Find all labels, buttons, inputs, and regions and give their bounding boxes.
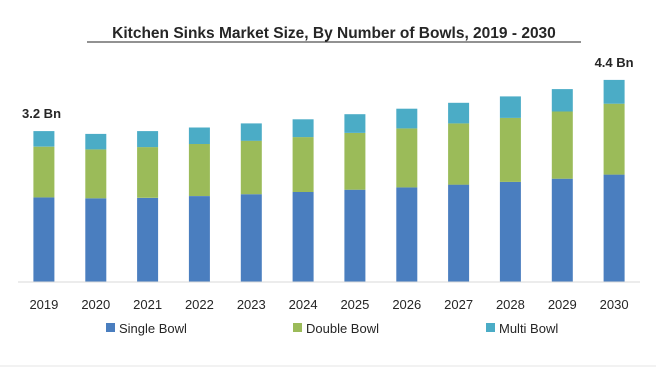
bar-single-bowl-2026 <box>396 187 418 282</box>
bar-single-bowl-2025 <box>344 189 366 282</box>
x-tick-label: 2024 <box>289 297 318 312</box>
bar-single-bowl-2030 <box>603 174 625 282</box>
x-tick-label: 2026 <box>392 297 421 312</box>
bar-single-bowl-2029 <box>551 178 573 282</box>
bar-double-bowl-2020 <box>85 149 107 199</box>
x-tick-label: 2021 <box>133 297 162 312</box>
bar-single-bowl-2021 <box>137 197 159 282</box>
x-tick-labels: 2019 2020 2021 2022 2023 2024 2025 2026 2027 2028… <box>29 297 628 312</box>
bar-multi-bowl-2024 <box>292 119 314 138</box>
x-tick-label: 2027 <box>444 297 473 312</box>
bar-single-bowl-2023 <box>240 194 262 282</box>
bar-double-bowl-2023 <box>240 140 262 195</box>
bar-multi-bowl-2030 <box>603 79 625 104</box>
bar-multi-bowl-2025 <box>344 114 366 133</box>
x-tick-label: 2023 <box>237 297 266 312</box>
bar-multi-bowl-2020 <box>85 133 107 150</box>
bar-single-bowl-2020 <box>85 198 107 282</box>
x-tick-label: 2025 <box>340 297 369 312</box>
legend-swatch-single-bowl <box>106 323 115 332</box>
bar-single-bowl-2027 <box>448 184 470 282</box>
chart-title: Kitchen Sinks Market Size, By Number of … <box>112 25 556 42</box>
bar-double-bowl-2027 <box>448 123 470 185</box>
legend: Single Bowl Double Bowl Multi Bowl <box>106 321 558 336</box>
bar-multi-bowl-2028 <box>499 96 521 118</box>
bar-single-bowl-2022 <box>188 196 210 282</box>
x-tick-label: 2029 <box>548 297 577 312</box>
x-tick-label: 2022 <box>185 297 214 312</box>
x-tick-label: 2020 <box>81 297 110 312</box>
bar-double-bowl-2021 <box>137 147 159 198</box>
legend-label-double-bowl: Double Bowl <box>306 321 379 336</box>
bar-double-bowl-2019 <box>33 146 55 198</box>
legend-swatch-double-bowl <box>293 323 302 332</box>
bar-multi-bowl-2021 <box>137 131 159 148</box>
x-tick-label: 2019 <box>29 297 58 312</box>
bar-multi-bowl-2019 <box>33 131 55 147</box>
bar-double-bowl-2028 <box>499 117 521 182</box>
legend-label-multi-bowl: Multi Bowl <box>499 321 558 336</box>
bars-group <box>33 79 625 282</box>
bar-single-bowl-2019 <box>33 197 55 282</box>
x-tick-label: 2028 <box>496 297 525 312</box>
bar-multi-bowl-2022 <box>188 127 210 144</box>
legend-swatch-multi-bowl <box>486 323 495 332</box>
bar-double-bowl-2024 <box>292 137 314 192</box>
bar-multi-bowl-2029 <box>551 89 573 112</box>
x-tick-label: 2030 <box>600 297 629 312</box>
bar-multi-bowl-2026 <box>396 108 418 129</box>
bar-multi-bowl-2023 <box>240 123 262 141</box>
total-annotation-2019: 3.2 Bn <box>22 106 61 121</box>
annotations-group: 3.2 Bn 4.4 Bn <box>22 55 634 121</box>
bar-double-bowl-2030 <box>603 103 625 175</box>
bar-double-bowl-2026 <box>396 128 418 188</box>
bar-single-bowl-2024 <box>292 191 314 282</box>
bar-double-bowl-2029 <box>551 111 573 179</box>
total-annotation-2030: 4.4 Bn <box>595 55 634 70</box>
bar-multi-bowl-2027 <box>448 102 470 124</box>
bar-single-bowl-2028 <box>499 181 521 282</box>
legend-label-single-bowl: Single Bowl <box>119 321 187 336</box>
bar-double-bowl-2025 <box>344 133 366 190</box>
bar-double-bowl-2022 <box>188 143 210 196</box>
